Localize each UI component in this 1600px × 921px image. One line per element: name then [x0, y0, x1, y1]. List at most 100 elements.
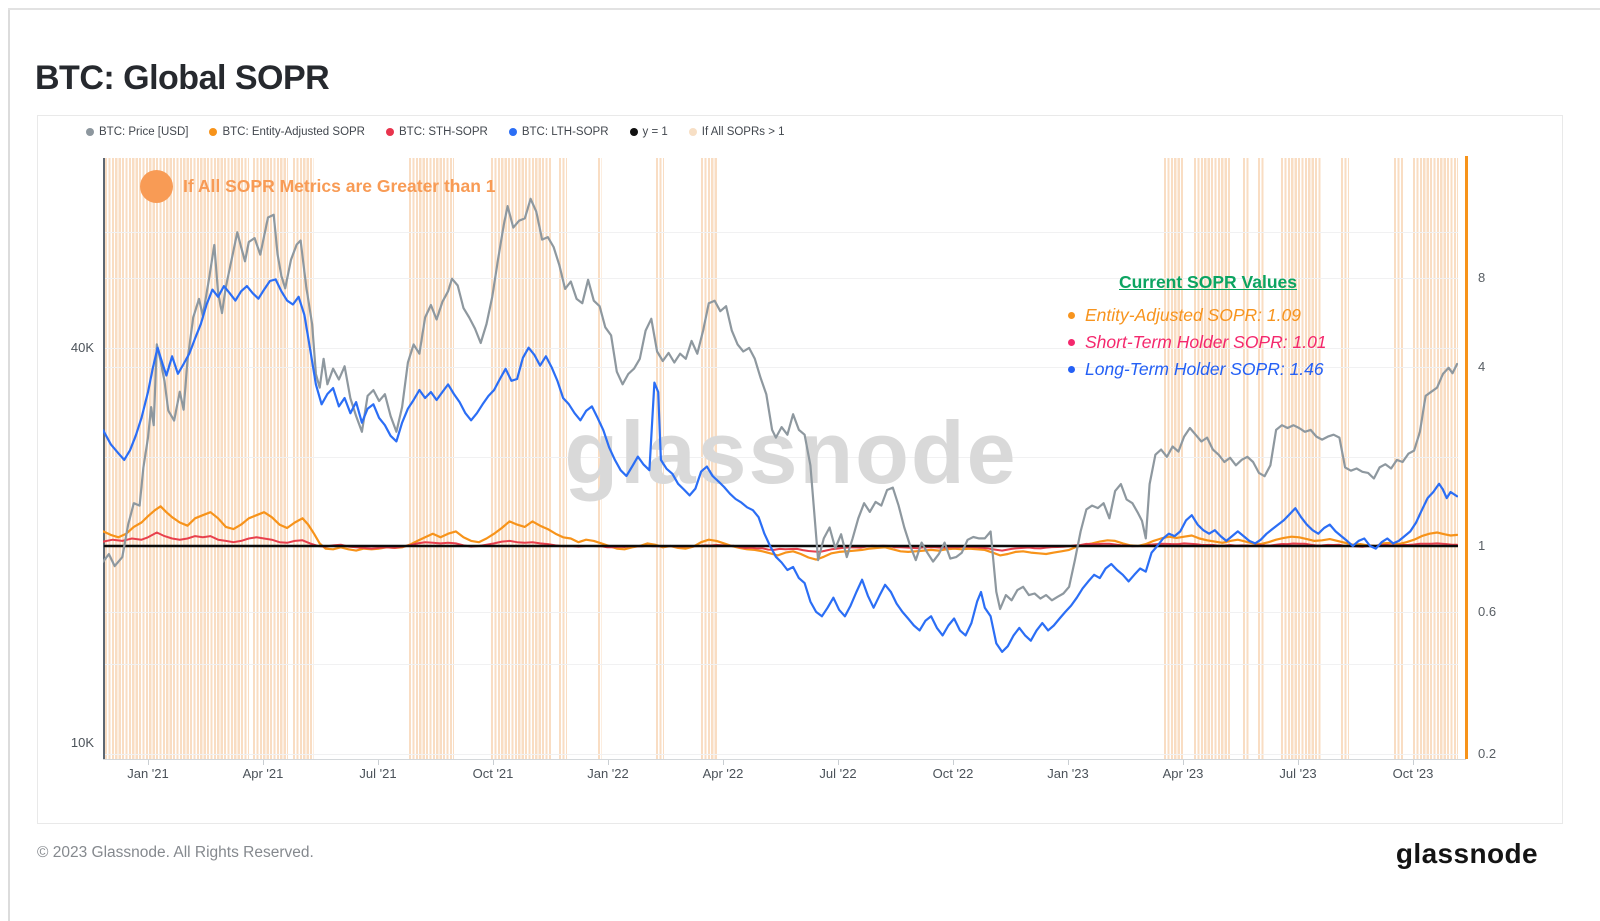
copyright-text: © 2023 Glassnode. All Rights Reserved. — [37, 844, 314, 861]
sopr-axis-label: 0.6 — [1478, 603, 1497, 619]
gridline — [103, 611, 1458, 613]
left-axis-line — [103, 158, 105, 759]
bottom-axis-line — [103, 759, 1466, 760]
price-axis-label: 40K — [70, 339, 94, 355]
legend-label: BTC: Entity-Adjusted SOPR — [222, 126, 365, 138]
chart-card: BTC: Price [USD] BTC: Entity-Adjusted SOP… — [37, 115, 1563, 824]
sopr-axis-label: 4 — [1478, 359, 1486, 375]
all-soprs-gt1-band — [1280, 158, 1321, 759]
sopr-value-list: Entity-Adjusted SOPR: 1.09 Short-Term Hol… — [1028, 302, 1388, 383]
all-soprs-gt1-band — [558, 158, 567, 759]
x-tick-label: Jul '22 — [819, 766, 857, 781]
legend-item[interactable]: BTC: Entity-Adjusted SOPR — [209, 126, 365, 138]
legend-label: BTC: Price [USD] — [99, 126, 189, 138]
all-soprs-gt1-band — [253, 158, 288, 759]
legend-label: BTC: STH-SOPR — [399, 126, 488, 138]
sopr-axis-label: 8 — [1478, 269, 1486, 285]
bullet-icon — [1068, 366, 1075, 373]
all-soprs-gt1-band — [1257, 158, 1264, 759]
sopr-panel-heading: Current SOPR Values — [1119, 272, 1297, 292]
legend-dot-icon — [629, 128, 638, 136]
chart-annotation: If All SOPR Metrics are Greater than 1 — [140, 170, 496, 203]
gridline — [103, 753, 1458, 755]
bullet-icon — [1068, 312, 1075, 319]
x-tick-mark — [1183, 760, 1184, 765]
all-soprs-gt1-band — [409, 158, 454, 759]
sopr-value-item: Short-Term Holder SOPR: 1.01 — [1068, 329, 1388, 356]
gridline — [103, 277, 1458, 279]
all-soprs-gt1-band — [701, 158, 717, 759]
gridline — [103, 232, 1458, 234]
x-tick-label: Apr '23 — [1162, 766, 1204, 781]
x-tick-mark — [953, 760, 954, 765]
price-axis-label: 10K — [70, 735, 94, 750]
legend-label: If All SOPRs > 1 — [701, 126, 785, 138]
sopr-value-text: Long-Term Holder SOPR: 1.46 — [1085, 359, 1324, 379]
all-soprs-gt1-band — [491, 158, 551, 759]
x-tick-mark — [493, 760, 494, 765]
legend-label: y = 1 — [642, 126, 668, 138]
all-soprs-gt1-band — [1340, 158, 1349, 759]
legend-item[interactable]: BTC: Price [USD] — [86, 126, 188, 138]
legend-dot-icon — [688, 128, 697, 136]
gridline — [103, 664, 1458, 666]
gridline — [103, 456, 1458, 458]
x-tick-mark — [1413, 760, 1414, 765]
plot-area[interactable]: glassnode Jan '21 Apr '21 Jul '21 Oct '21 Ja… — [38, 116, 1564, 825]
sopr-value-item: Long-Term Holder SOPR: 1.46 — [1068, 356, 1388, 383]
annotation-circle-icon — [140, 170, 173, 203]
x-tick-label: Jul '23 — [1279, 766, 1317, 781]
chart-legend: BTC: Price [USD] BTC: Entity-Adjusted SOP… — [86, 126, 785, 138]
legend-item[interactable]: BTC: LTH-SOPR — [508, 126, 609, 138]
x-tick-mark — [608, 760, 609, 765]
sopr-value-item: Entity-Adjusted SOPR: 1.09 — [1068, 302, 1388, 329]
legend-dot-icon — [209, 128, 218, 136]
series-btc-price-usd- — [103, 197, 1458, 611]
x-tick-mark — [723, 760, 724, 765]
legend-item[interactable]: y = 1 — [629, 126, 668, 138]
x-tick-label: Apr '21 — [242, 766, 284, 781]
x-tick-label: Jan '21 — [127, 766, 169, 781]
gridline — [103, 367, 1458, 369]
window-left-edge — [8, 8, 10, 921]
window-top-edge — [8, 8, 1600, 10]
sopr-axis-label: 0.2 — [1478, 745, 1497, 761]
x-tick-mark — [838, 760, 839, 765]
sopr-value-text: Entity-Adjusted SOPR: 1.09 — [1085, 305, 1301, 325]
legend-dot-icon — [508, 128, 517, 136]
series-btc-lth-sopr — [103, 278, 1458, 653]
x-tick-label: Oct '21 — [472, 766, 514, 781]
all-soprs-gt1-band — [105, 158, 249, 759]
sopr-value-text: Short-Term Holder SOPR: 1.01 — [1085, 332, 1327, 352]
legend-dot-icon — [386, 128, 394, 136]
all-soprs-gt1-band — [1393, 158, 1403, 759]
x-tick-mark — [378, 760, 379, 765]
chart-series-svg — [103, 197, 1458, 653]
current-sopr-values-panel: Current SOPR Values Entity-Adjusted SOPR… — [1028, 272, 1388, 383]
series-btc-entity-adjusted-sopr — [103, 505, 1458, 561]
bullet-icon — [1068, 339, 1075, 346]
x-tick-label: Apr '22 — [702, 766, 744, 781]
x-tick-label: Oct '23 — [1392, 766, 1434, 781]
legend-item[interactable]: BTC: STH-SOPR — [386, 126, 488, 138]
legend-item[interactable]: If All SOPRs > 1 — [688, 126, 785, 138]
all-soprs-gt1-band — [1193, 158, 1231, 759]
x-tick-mark — [1068, 760, 1069, 765]
legend-label: BTC: LTH-SOPR — [521, 126, 609, 138]
x-tick-mark — [263, 760, 264, 765]
annotation-text: If All SOPR Metrics are Greater than 1 — [183, 176, 496, 196]
x-tick-mark — [148, 760, 149, 765]
x-tick-label: Jan '22 — [587, 766, 629, 781]
all-soprs-gt1-band — [1163, 158, 1184, 759]
all-soprs-gt1-band — [1413, 158, 1459, 759]
glassnode-watermark: glassnode — [564, 403, 1018, 502]
x-tick-mark — [1298, 760, 1299, 765]
all-soprs-gt1-band — [598, 158, 602, 759]
sopr-axis-label: 1 — [1478, 538, 1486, 553]
x-tick-label: Oct '22 — [932, 766, 974, 781]
page-title: BTC: Global SOPR — [35, 58, 330, 97]
legend-dot-icon — [86, 128, 94, 136]
x-tick-label: Jul '21 — [359, 766, 397, 781]
gridline — [103, 347, 1458, 349]
glassnode-logo: glassnode — [1395, 838, 1538, 869]
